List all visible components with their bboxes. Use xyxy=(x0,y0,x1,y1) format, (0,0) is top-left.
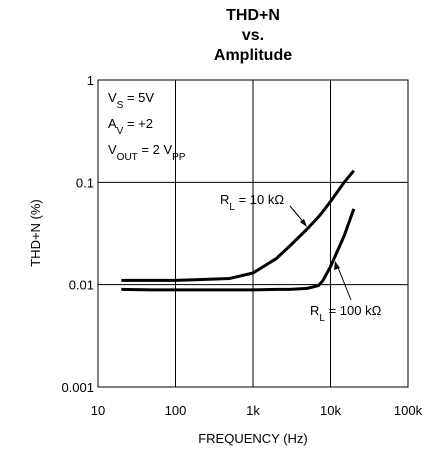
annotation-part: V xyxy=(108,90,117,105)
y-tick-label: 0.1 xyxy=(76,175,94,190)
annotation: VS = 5V xyxy=(108,90,154,111)
y-tick-label: 0.01 xyxy=(69,278,94,293)
plot-frame xyxy=(97,79,409,388)
x-tick-label: 10 xyxy=(91,403,105,418)
annotation-part: V xyxy=(108,142,117,157)
annotation-part: V xyxy=(117,126,124,137)
y-tick-label: 1 xyxy=(87,73,94,88)
chart-title: vs. xyxy=(242,27,264,44)
annotation-part: = +2 xyxy=(123,116,153,131)
series-label-part: = 10 kΩ xyxy=(235,192,284,207)
x-axis-label: FREQUENCY (Hz) xyxy=(198,431,308,446)
chart-title: THD+N xyxy=(226,7,280,24)
x-tick-label: 1k xyxy=(246,403,260,418)
x-tick-label: 100k xyxy=(394,403,423,418)
x-tick-label: 10k xyxy=(320,403,341,418)
y-axis-label: THD+N (%) xyxy=(28,199,43,267)
series-label: RL = 10 kΩ xyxy=(220,192,284,213)
series-label-part: R xyxy=(310,303,319,318)
arrow-head xyxy=(300,219,307,227)
series-label: RL = 100 kΩ xyxy=(310,303,382,324)
annotation: VOUT = 2 VPP xyxy=(108,142,186,163)
chart-title: Amplitude xyxy=(214,47,292,64)
annotation-part: = 5V xyxy=(123,90,154,105)
series-label-part: = 100 kΩ xyxy=(325,303,382,318)
annotation-part: A xyxy=(108,116,117,131)
annotation-part: PP xyxy=(172,152,186,163)
annotation-part: OUT xyxy=(117,152,138,163)
series-label-part: R xyxy=(220,192,229,207)
annotation-part: S xyxy=(117,100,124,111)
annotation: AV = +2 xyxy=(108,116,153,137)
y-tick-label: 0.001 xyxy=(61,380,94,395)
series-label-part: L xyxy=(319,313,325,324)
line-series xyxy=(121,208,356,292)
annotation-part: = 2 V xyxy=(138,142,173,157)
arrow-head xyxy=(334,261,340,270)
pointer-arrow xyxy=(336,264,352,301)
line-series xyxy=(121,169,355,282)
x-tick-label: 100 xyxy=(165,403,187,418)
series-label-part: L xyxy=(229,202,235,213)
